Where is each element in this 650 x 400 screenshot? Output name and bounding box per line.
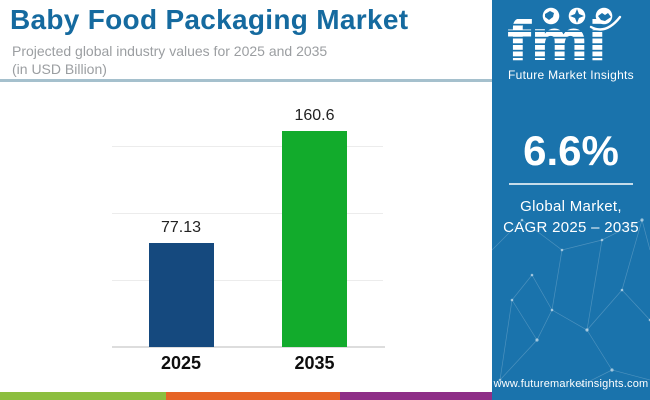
fmi-logo-caption: Future Market Insights [508,68,634,82]
compass-icon [568,7,586,25]
bar-2035 [282,131,347,347]
cagr-label-line2: CAGR 2025 – 2035 [503,219,639,236]
footer-stripe-segment-orange [166,392,340,400]
page-subtitle-line2: (in USD Billion) [12,61,107,77]
footer-stripe [0,392,492,400]
value-label-2025: 77.13 [160,219,202,236]
page-title: Baby Food Packaging Market [10,4,409,35]
cagr-callout: 6.6% Global Market, CAGR 2025 – 2035 [492,128,650,238]
x-axis-line [112,346,385,348]
fmi-logo-graphic: fmi [507,7,622,68]
handshake-icon [589,7,622,31]
bar-group-2035: 160.6 [270,107,360,347]
footer-stripe-segment-green [0,392,166,400]
cagr-value: 6.6% [523,127,619,174]
gridline-50 [112,280,383,281]
globe-icon [542,7,560,25]
x-label-2025: 2025 [160,353,202,373]
bar-group-2025: 77.13 [136,219,226,347]
fmi-logo: fmi Future Market Insights [492,6,650,82]
gridline-150 [112,146,383,147]
footer-stripe-segment-purple [340,392,492,400]
cagr-divider [509,183,633,185]
bar-2025 [148,243,214,347]
gridline-100 [112,213,383,214]
value-label-2035: 160.6 [294,107,335,124]
network-pattern-decoration [492,218,650,387]
brand-panel: fmi Future Market Insights [492,0,650,400]
header-divider [0,79,492,82]
cagr-label-line1: Global Market, [520,198,622,215]
page-subtitle: Projected global industry values for 202… [12,42,482,78]
page-subtitle-line1: Projected global industry values for 202… [12,43,328,59]
bar-chart: 77.13 2025 160.6 2035 [0,80,492,392]
website-link[interactable]: www.futuremarketinsights.com [493,378,649,390]
x-label-2035: 2035 [294,353,335,373]
